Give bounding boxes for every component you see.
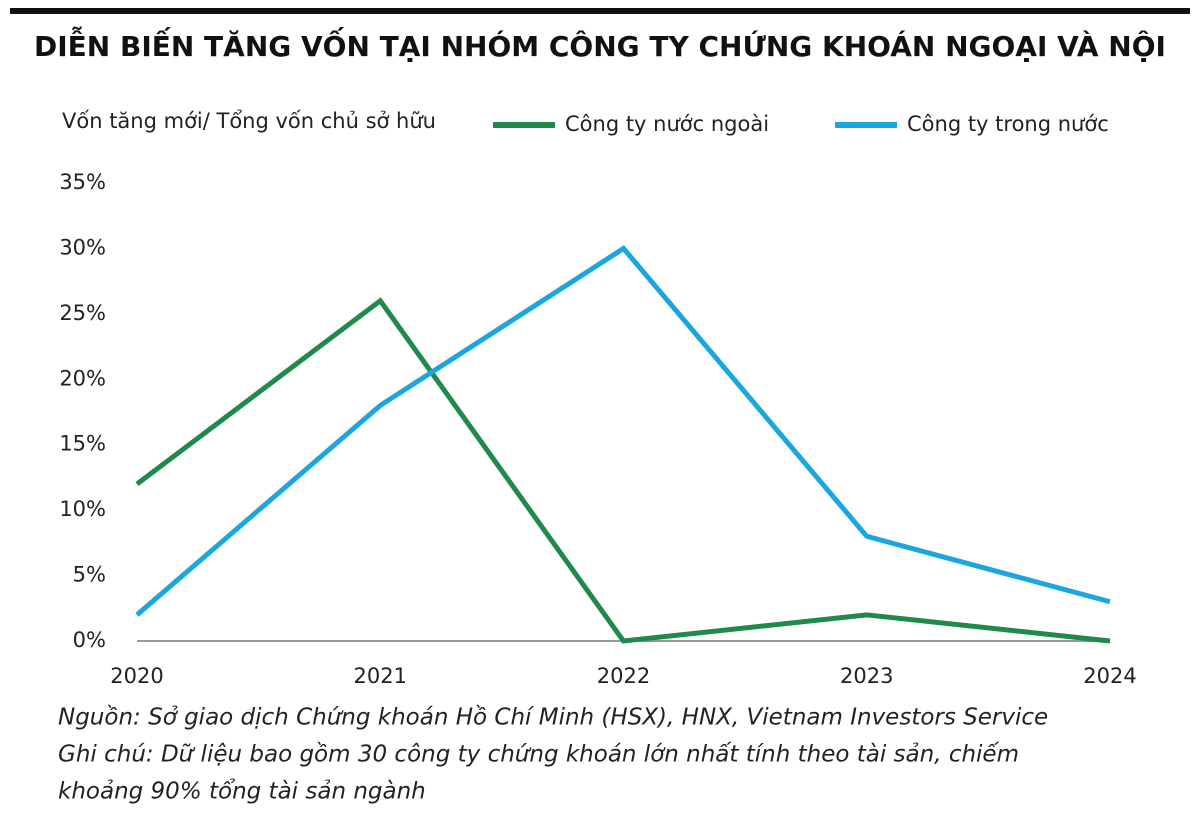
legend-label: Công ty trong nước: [907, 112, 1109, 136]
y-tick-label: 35%: [59, 170, 106, 194]
y-tick-label: 15%: [59, 432, 106, 456]
y-tick-label: 30%: [59, 235, 106, 259]
y-tick-label: 20%: [59, 366, 106, 390]
footnote: Nguồn: Sở giao dịch Chứng khoán Hồ Chí M…: [58, 705, 1048, 731]
y-axis-label: Vốn tăng mới/ Tổng vốn chủ sở hữu: [62, 109, 436, 133]
x-tick-label: 2023: [840, 664, 893, 688]
y-tick-label: 0%: [73, 628, 106, 652]
x-tick-label: 2020: [110, 664, 163, 688]
x-tick-label: 2021: [354, 664, 407, 688]
x-tick-label: 2022: [597, 664, 650, 688]
top-bar: [10, 8, 1190, 14]
footnote: khoảng 90% tổng tài sản ngành: [58, 779, 426, 805]
line-series: [135, 245, 1111, 617]
x-tick-label: 2024: [1083, 664, 1136, 688]
chart-title: DIỄN BIẾN TĂNG VỐN TẠI NHÓM CÔNG TY CHỨN…: [34, 25, 1166, 63]
y-tick-label: 10%: [59, 497, 106, 521]
legend-label: Công ty nước ngoài: [565, 112, 769, 136]
footnote: Ghi chú: Dữ liệu bao gồm 30 công ty chứn…: [58, 742, 1019, 768]
y-tick-label: 5%: [73, 563, 106, 587]
line-series: [135, 297, 1111, 644]
y-tick-label: 25%: [59, 301, 106, 325]
